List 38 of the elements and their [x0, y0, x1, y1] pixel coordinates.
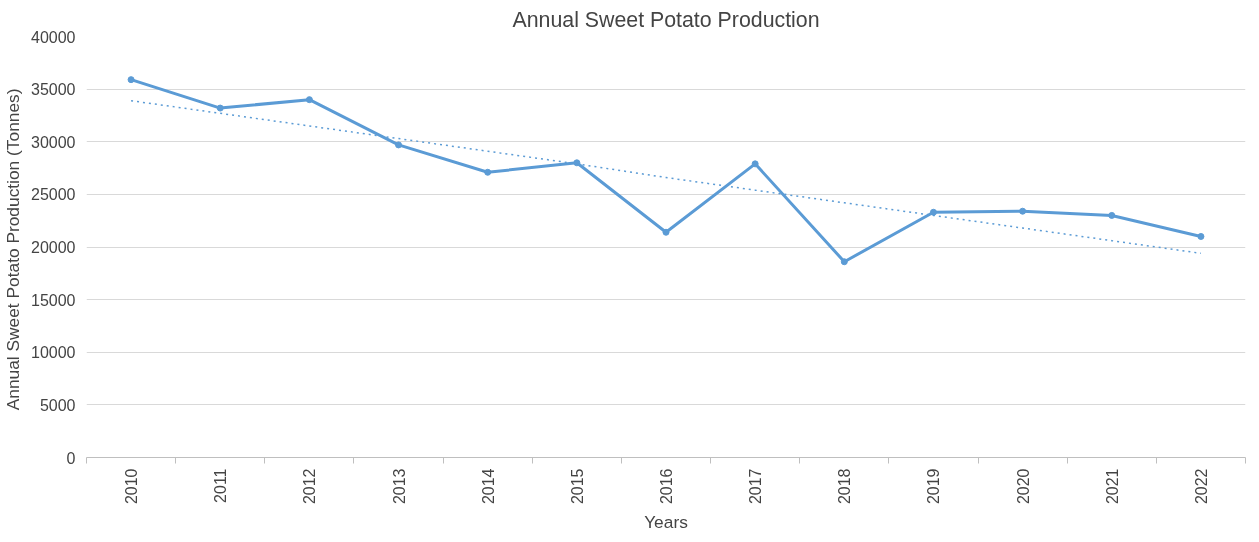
x-tick-label: 2019: [925, 468, 943, 505]
x-tick-label: 2021: [1103, 468, 1121, 505]
x-axis-title: Years: [644, 512, 689, 533]
x-tick-label: 2016: [658, 468, 675, 505]
x-tick-label: 2018: [836, 468, 854, 505]
point: [1197, 232, 1205, 240]
point: [1108, 211, 1116, 219]
point: [840, 258, 848, 266]
y-tick-label: 5000: [39, 396, 76, 414]
point: [751, 160, 759, 168]
point: [305, 96, 313, 104]
x-tick-label: 2015: [568, 468, 586, 505]
point: [573, 159, 581, 167]
y-tick-label: 20000: [31, 239, 76, 256]
point: [929, 208, 937, 216]
chart-title: Annual Sweet Potato Production: [512, 7, 820, 32]
point: [1019, 207, 1027, 215]
x-tick-label: 2017: [747, 468, 765, 505]
y-tick-label: 10000: [31, 344, 76, 362]
x-tick-label: 2013: [390, 468, 408, 505]
y-tick-label: 15000: [31, 291, 76, 309]
y-axis-title: Annual Sweet Potato Production (Tonnes): [3, 88, 24, 411]
y-tick-label: 0: [66, 449, 76, 467]
point: [127, 76, 135, 84]
x-tick-label: 2020: [1014, 468, 1032, 505]
x-tick-label: 2022: [1192, 468, 1210, 505]
y-tick-label: 25000: [31, 186, 76, 204]
x-tick-label: 2010: [123, 468, 141, 505]
point: [484, 168, 492, 176]
x-tick-label: 2014: [479, 468, 497, 505]
y-tick-label: 35000: [31, 81, 76, 99]
y-tick-label: 30000: [31, 133, 76, 151]
point: [395, 141, 403, 149]
point: [662, 228, 670, 236]
x-tick-label: 2012: [301, 468, 319, 505]
x-tick-label: 2011: [212, 468, 230, 503]
y-tick-label: 40000: [31, 28, 76, 46]
point: [216, 104, 224, 112]
